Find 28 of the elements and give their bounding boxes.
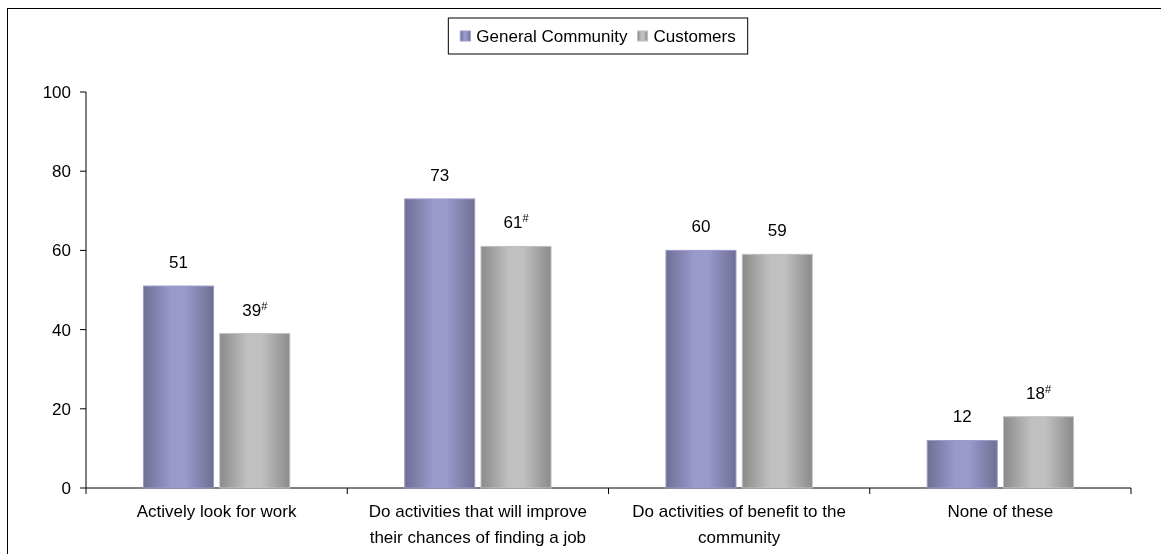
data-label: 39$^{#}$ <box>242 299 269 320</box>
y-tick-label: 100 <box>42 82 71 102</box>
x-tick-label: Do activities of benefit to the community <box>632 502 846 547</box>
bar <box>1003 416 1075 489</box>
data-label: 51 <box>169 253 188 273</box>
y-tick-label: 80 <box>52 162 71 182</box>
y-tick-label: 40 <box>52 320 71 340</box>
data-label: 18$^{#}$ <box>1025 382 1052 403</box>
x-tick-label: None of these <box>947 502 1054 521</box>
y-tick-label: 0 <box>61 478 71 498</box>
bar <box>480 245 552 489</box>
bar <box>926 439 998 489</box>
bar <box>741 253 813 489</box>
data-label: 60 <box>691 217 711 237</box>
x-tick-label: Do activities that will improve their chances of finding a job <box>368 502 587 547</box>
legend-label: Customers <box>653 26 736 46</box>
data-label: 12 <box>952 407 972 427</box>
bar <box>219 333 291 489</box>
data-label: 61$^{#}$ <box>503 212 530 233</box>
legend-label: General Community <box>476 26 628 46</box>
bar <box>665 249 737 489</box>
y-tick-label: 20 <box>52 399 71 419</box>
x-tick-label: Actively look for work <box>136 502 297 521</box>
bar <box>142 285 214 489</box>
data-label: 59 <box>767 221 787 241</box>
data-label: 73 <box>430 165 450 185</box>
bar <box>404 198 476 489</box>
y-tick-label: 60 <box>52 241 71 261</box>
